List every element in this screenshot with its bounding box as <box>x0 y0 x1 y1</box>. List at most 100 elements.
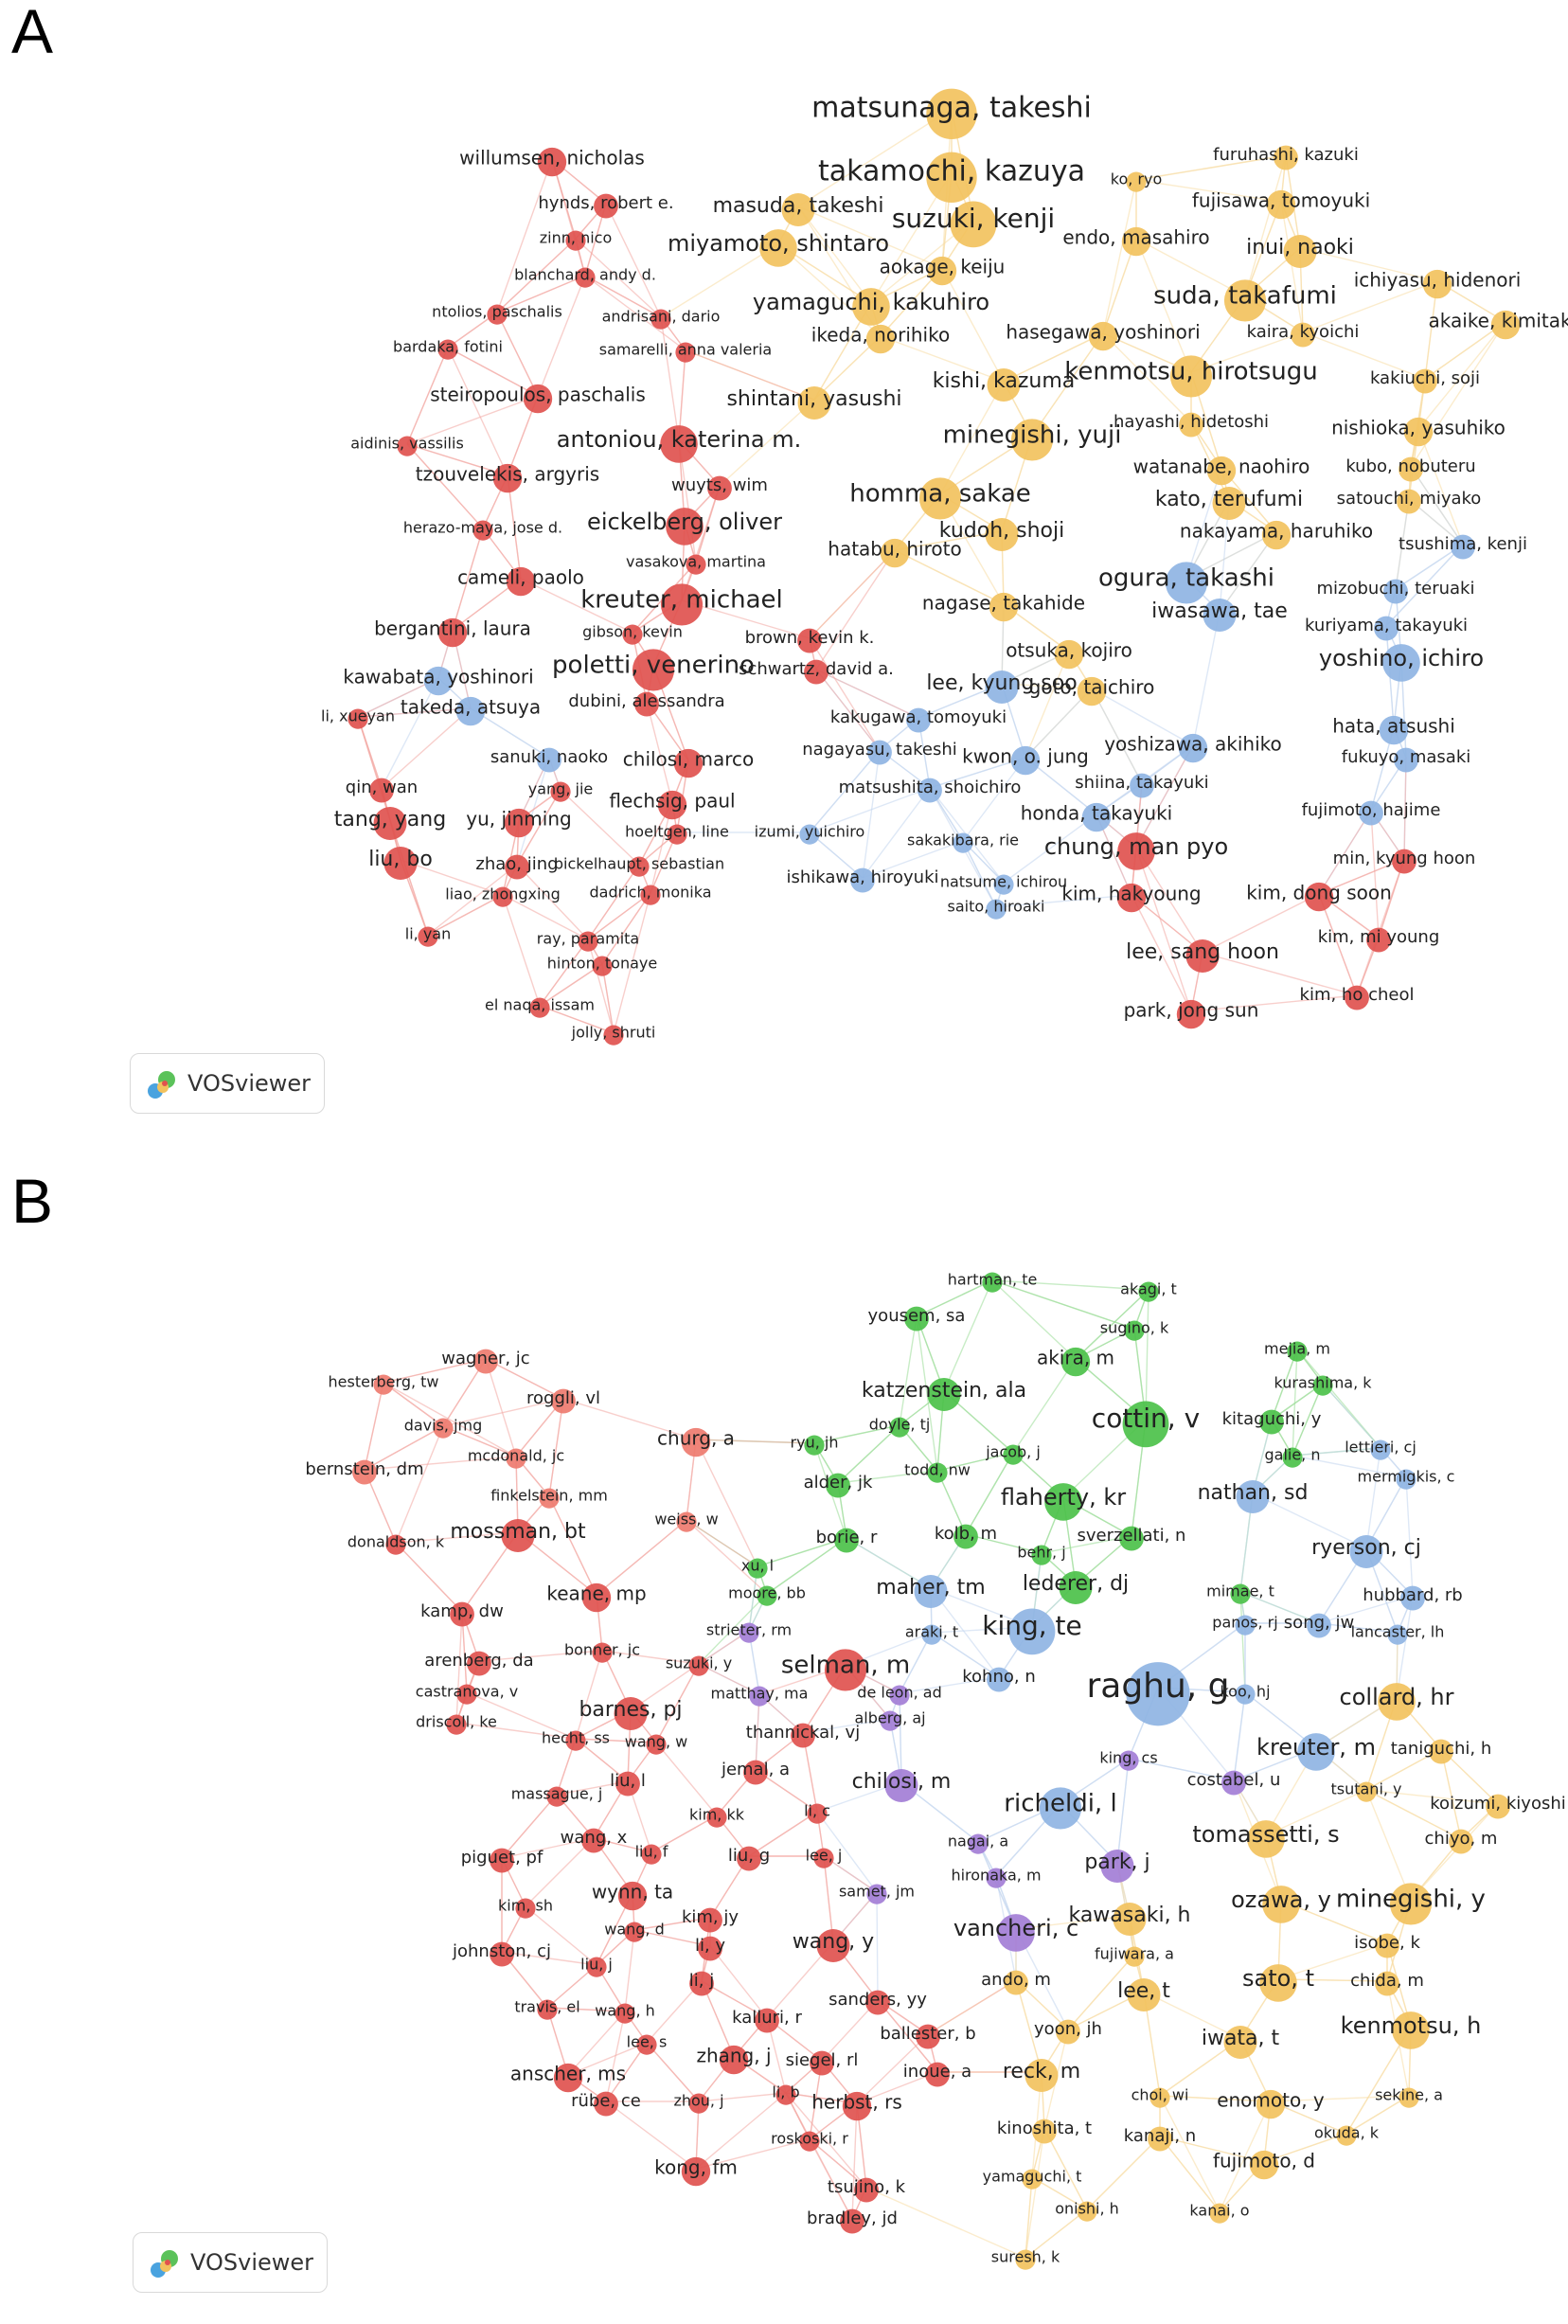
author-node[interactable] <box>586 1957 607 1977</box>
author-node[interactable] <box>918 778 942 803</box>
author-node[interactable] <box>673 748 704 778</box>
author-node[interactable] <box>667 824 687 845</box>
author-node[interactable] <box>546 1786 567 1807</box>
author-node[interactable] <box>1291 322 1315 348</box>
author-node[interactable] <box>437 339 458 360</box>
author-node[interactable] <box>506 1448 526 1469</box>
author-node[interactable] <box>1366 927 1391 953</box>
author-node[interactable] <box>1235 1615 1256 1636</box>
author-node[interactable] <box>927 1378 961 1411</box>
author-node[interactable] <box>501 1519 535 1552</box>
author-node[interactable] <box>640 885 661 905</box>
author-node[interactable] <box>993 874 1014 895</box>
author-node[interactable] <box>553 2063 583 2093</box>
author-node[interactable] <box>1307 1613 1331 1638</box>
author-node[interactable] <box>1223 279 1267 322</box>
author-node[interactable] <box>492 463 523 493</box>
author-node[interactable] <box>615 2003 635 2024</box>
author-node[interactable] <box>660 583 704 626</box>
author-node[interactable] <box>1010 745 1041 776</box>
author-node[interactable] <box>373 1374 394 1395</box>
author-node[interactable] <box>824 1649 867 1691</box>
author-node[interactable] <box>1081 802 1112 832</box>
author-node[interactable] <box>347 708 368 729</box>
author-node[interactable] <box>423 666 454 696</box>
author-node[interactable] <box>997 1914 1035 1952</box>
author-node[interactable] <box>985 670 1019 704</box>
author-node[interactable] <box>927 1462 948 1483</box>
author-node[interactable] <box>1077 2201 1097 2222</box>
author-node[interactable] <box>565 1730 586 1751</box>
author-node[interactable] <box>1088 321 1118 351</box>
author-node[interactable] <box>816 1929 850 1962</box>
author-node[interactable] <box>617 1881 648 1911</box>
author-node[interactable] <box>1230 1583 1251 1604</box>
author-node[interactable] <box>804 659 829 685</box>
author-node[interactable] <box>706 1807 727 1828</box>
author-node[interactable] <box>926 152 977 204</box>
author-node[interactable] <box>352 1459 377 1485</box>
author-node[interactable] <box>575 267 596 288</box>
author-node[interactable] <box>1304 882 1334 912</box>
author-node[interactable] <box>797 628 822 653</box>
author-node[interactable] <box>688 2093 709 2114</box>
author-node[interactable] <box>550 781 571 802</box>
author-node[interactable] <box>1422 269 1452 299</box>
vosviewer-badge[interactable]: VOSviewer <box>130 1053 325 1114</box>
author-node[interactable] <box>834 1528 859 1553</box>
author-node[interactable] <box>1359 800 1383 826</box>
author-node[interactable] <box>1392 849 1417 874</box>
author-node[interactable] <box>1356 1781 1377 1802</box>
author-node[interactable] <box>1312 1375 1333 1396</box>
author-node[interactable] <box>592 956 613 976</box>
author-node[interactable] <box>629 856 650 877</box>
author-node[interactable] <box>1077 676 1107 706</box>
author-node[interactable] <box>397 436 418 456</box>
author-node[interactable] <box>865 324 896 354</box>
author-node[interactable] <box>641 1844 662 1865</box>
author-node[interactable] <box>1054 639 1084 670</box>
author-node[interactable] <box>1282 1447 1303 1468</box>
author-node[interactable] <box>968 1833 989 1854</box>
author-node[interactable] <box>813 1848 834 1868</box>
author-node[interactable] <box>515 1898 536 1919</box>
author-node[interactable] <box>985 518 1019 551</box>
author-node[interactable] <box>1178 733 1208 763</box>
author-node[interactable] <box>749 1686 770 1707</box>
author-node[interactable] <box>603 1025 624 1046</box>
author-node[interactable] <box>925 2062 950 2087</box>
author-node[interactable] <box>916 2024 940 2049</box>
author-node[interactable] <box>646 1734 667 1755</box>
author-node[interactable] <box>369 778 394 803</box>
author-node[interactable] <box>953 1524 978 1549</box>
author-node[interactable] <box>850 867 875 893</box>
author-node[interactable] <box>986 1868 1007 1888</box>
author-node[interactable] <box>799 824 820 845</box>
author-node[interactable] <box>880 1710 900 1731</box>
author-node[interactable] <box>1100 1850 1134 1883</box>
author-node[interactable] <box>1039 1787 1082 1830</box>
author-node[interactable] <box>1176 999 1206 1029</box>
author-node[interactable] <box>921 1624 942 1645</box>
author-node[interactable] <box>539 1488 560 1509</box>
author-node[interactable] <box>1429 1739 1453 1764</box>
author-node[interactable] <box>840 2208 864 2234</box>
author-node[interactable] <box>1165 562 1208 604</box>
author-node[interactable] <box>1413 368 1437 394</box>
author-node[interactable] <box>487 304 508 325</box>
author-node[interactable] <box>1451 534 1475 560</box>
author-node[interactable] <box>1486 1794 1510 1819</box>
author-node[interactable] <box>1127 1978 1161 2011</box>
author-node[interactable] <box>804 1435 825 1456</box>
author-node[interactable] <box>1247 1820 1285 1858</box>
author-node[interactable] <box>989 592 1019 622</box>
author-node[interactable] <box>987 1667 1011 1692</box>
author-node[interactable] <box>373 807 407 840</box>
author-node[interactable] <box>950 201 997 248</box>
author-node[interactable] <box>759 229 797 267</box>
author-node[interactable] <box>914 1575 948 1608</box>
author-node[interactable] <box>755 2008 779 2033</box>
author-node[interactable] <box>578 931 598 952</box>
author-node[interactable] <box>781 193 815 226</box>
author-node[interactable] <box>615 1771 640 1797</box>
